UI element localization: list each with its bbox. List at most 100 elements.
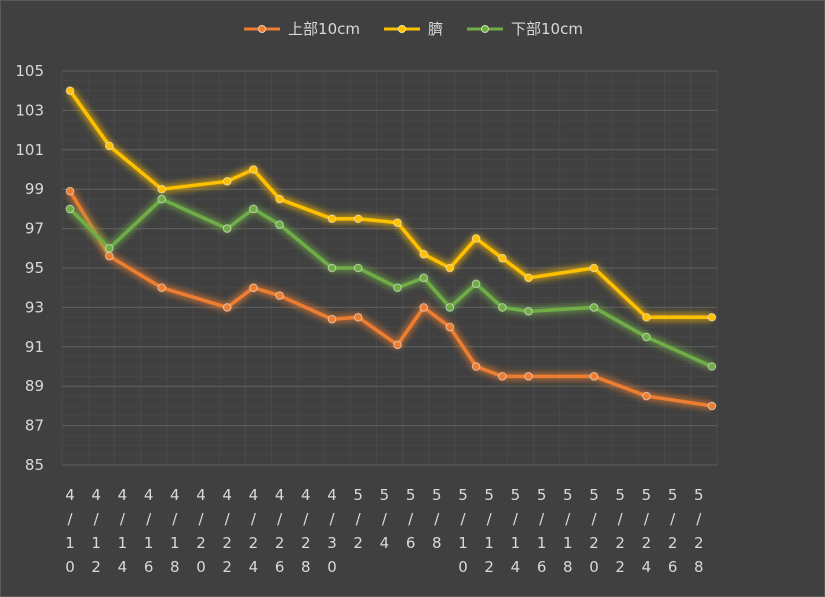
x-tick-label: 5/8 xyxy=(432,486,442,552)
y-axis: 105 103 101 99 97 95 93 91 89 87 85 xyxy=(15,62,44,474)
x-tick-label: 5/2 2 xyxy=(615,486,625,576)
data-point xyxy=(249,204,258,214)
y-tick-label: 97 xyxy=(25,220,44,238)
x-tick-label: 4/2 0 xyxy=(196,486,206,576)
data-point xyxy=(353,214,363,224)
x-tick-label: 4/1 6 xyxy=(144,486,154,576)
data-point xyxy=(353,312,363,322)
x-tick-label: 5/6 xyxy=(406,486,416,552)
y-tick-label: 93 xyxy=(25,298,44,316)
data-point xyxy=(498,253,507,263)
data-point xyxy=(157,283,166,293)
data-point xyxy=(589,263,599,273)
x-tick-label: 4/1 8 xyxy=(170,486,180,576)
data-point xyxy=(589,372,599,381)
legend-marker-upper xyxy=(244,24,281,33)
data-point xyxy=(642,332,651,342)
data-point xyxy=(105,244,114,253)
series-navel xyxy=(65,86,717,322)
legend-item-lower: 下部10cm xyxy=(465,18,583,39)
x-tick-label: 5/1 4 xyxy=(511,486,521,576)
data-point xyxy=(249,165,258,174)
y-tick-label: 95 xyxy=(25,259,44,277)
y-tick-label: 99 xyxy=(25,180,44,198)
y-tick-label: 91 xyxy=(25,338,44,356)
data-point xyxy=(222,224,232,233)
data-point xyxy=(327,214,337,224)
data-point xyxy=(524,273,533,283)
data-point xyxy=(524,307,533,316)
x-tick-label: 4/2 8 xyxy=(301,486,311,576)
x-tick-label: 5/4 xyxy=(380,486,390,552)
data-point xyxy=(249,283,258,293)
x-tick-label: 4/3 0 xyxy=(327,486,337,576)
data-point xyxy=(222,303,232,312)
data-point xyxy=(393,340,402,350)
data-point xyxy=(393,283,402,293)
data-point xyxy=(65,86,75,95)
data-point xyxy=(353,263,363,273)
x-tick-label: 5/1 8 xyxy=(563,486,573,576)
data-point xyxy=(642,312,651,322)
data-point xyxy=(157,194,166,204)
data-point xyxy=(445,263,455,273)
data-point xyxy=(498,372,507,381)
series-layer xyxy=(65,86,717,411)
x-tick-label: 4/2 6 xyxy=(275,486,285,576)
data-point xyxy=(707,362,717,371)
legend-item-upper: 上部10cm xyxy=(242,18,360,39)
y-tick-label: 101 xyxy=(15,141,44,159)
y-tick-label: 103 xyxy=(15,101,44,119)
data-point xyxy=(707,401,717,411)
data-point xyxy=(393,218,402,227)
major-gridlines xyxy=(62,70,717,466)
data-point xyxy=(105,141,114,151)
x-tick-label: 5/1 6 xyxy=(537,486,547,576)
data-point xyxy=(327,263,337,273)
y-tick-label: 89 xyxy=(25,377,44,395)
data-point xyxy=(275,220,284,229)
data-point xyxy=(419,303,429,312)
y-tick-label: 105 xyxy=(15,62,44,80)
data-point xyxy=(222,177,232,186)
x-tick-label: 4/2 4 xyxy=(249,486,259,576)
data-point xyxy=(65,204,75,214)
x-tick-label: 5/2 8 xyxy=(694,486,704,576)
legend-label-upper: 上部10cm xyxy=(288,20,360,38)
legend-label-navel: 臍 xyxy=(427,20,443,38)
legend: 上部10cm 臍 下部10cm xyxy=(0,18,825,39)
legend-item-navel: 臍 xyxy=(382,18,443,39)
data-point xyxy=(471,279,481,289)
x-tick-label: 4/1 2 xyxy=(91,486,101,576)
legend-label-lower: 下部10cm xyxy=(511,20,583,38)
data-point xyxy=(642,391,651,401)
x-tick-label: 4/1 4 xyxy=(118,486,128,576)
x-tick-label: 4/2 2 xyxy=(222,486,232,576)
x-tick-label: 5/2 0 xyxy=(589,486,599,576)
x-tick-label: 5/2 xyxy=(353,486,363,552)
x-tick-label: 5/2 6 xyxy=(668,486,678,576)
data-point xyxy=(445,322,455,332)
data-point xyxy=(589,303,599,312)
data-point xyxy=(524,372,533,381)
y-tick-label: 85 xyxy=(25,456,44,474)
data-point xyxy=(471,234,481,243)
data-point xyxy=(275,291,284,300)
data-point xyxy=(707,312,717,322)
data-point xyxy=(327,314,337,324)
data-point xyxy=(419,273,429,283)
data-point xyxy=(419,249,429,259)
x-tick-label: 4/1 0 xyxy=(65,486,75,576)
x-axis: 4/1 0 4/1 2 4/1 4 4/1 6 4/1 8 4/2 0 4/2 2 4/2 4 4/2 6 4/2 8… xyxy=(65,486,703,576)
data-point xyxy=(105,251,114,261)
data-point xyxy=(498,303,507,312)
series-upper xyxy=(65,186,717,411)
x-tick-label: 5/1 0 xyxy=(458,486,468,576)
data-point xyxy=(445,303,455,312)
x-tick-label: 5/2 4 xyxy=(642,486,652,576)
x-tick-label: 5/1 2 xyxy=(484,486,494,576)
data-point xyxy=(471,362,481,371)
legend-marker-navel xyxy=(383,24,420,33)
